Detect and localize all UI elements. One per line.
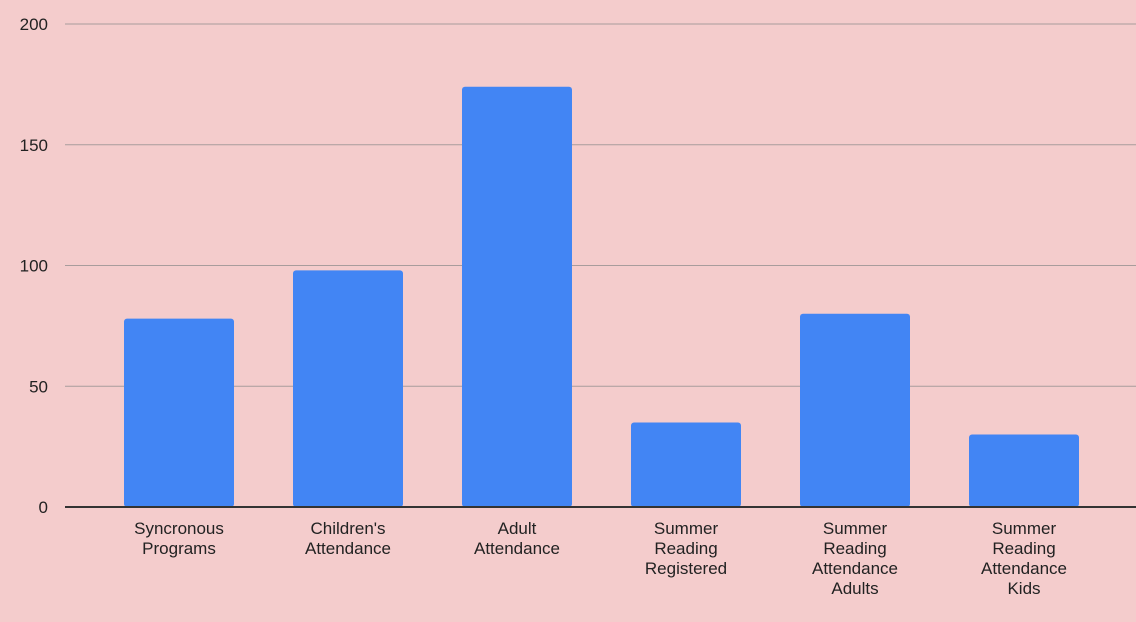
x-tick-label: Summer Reading Attendance Adults [812, 519, 898, 598]
y-tick-label: 200 [20, 15, 48, 34]
bar[interactable] [462, 86, 572, 507]
x-tick-label: Syncronous Programs [134, 519, 224, 558]
y-tick-label: 100 [20, 257, 48, 276]
bar[interactable] [293, 270, 403, 507]
bar[interactable] [969, 434, 1079, 507]
x-tick-label: Summer Reading Attendance Kids [981, 519, 1067, 598]
y-tick-label: 150 [20, 136, 48, 155]
y-tick-label: 0 [39, 498, 48, 517]
x-tick-label: Summer Reading Registered [645, 519, 727, 578]
x-tick-label: Adult Attendance [474, 519, 560, 558]
bar[interactable] [800, 313, 910, 507]
bar[interactable] [631, 422, 741, 507]
bar[interactable] [124, 318, 234, 507]
x-tick-label: Children's Attendance [305, 519, 391, 558]
y-tick-label: 50 [29, 377, 48, 396]
